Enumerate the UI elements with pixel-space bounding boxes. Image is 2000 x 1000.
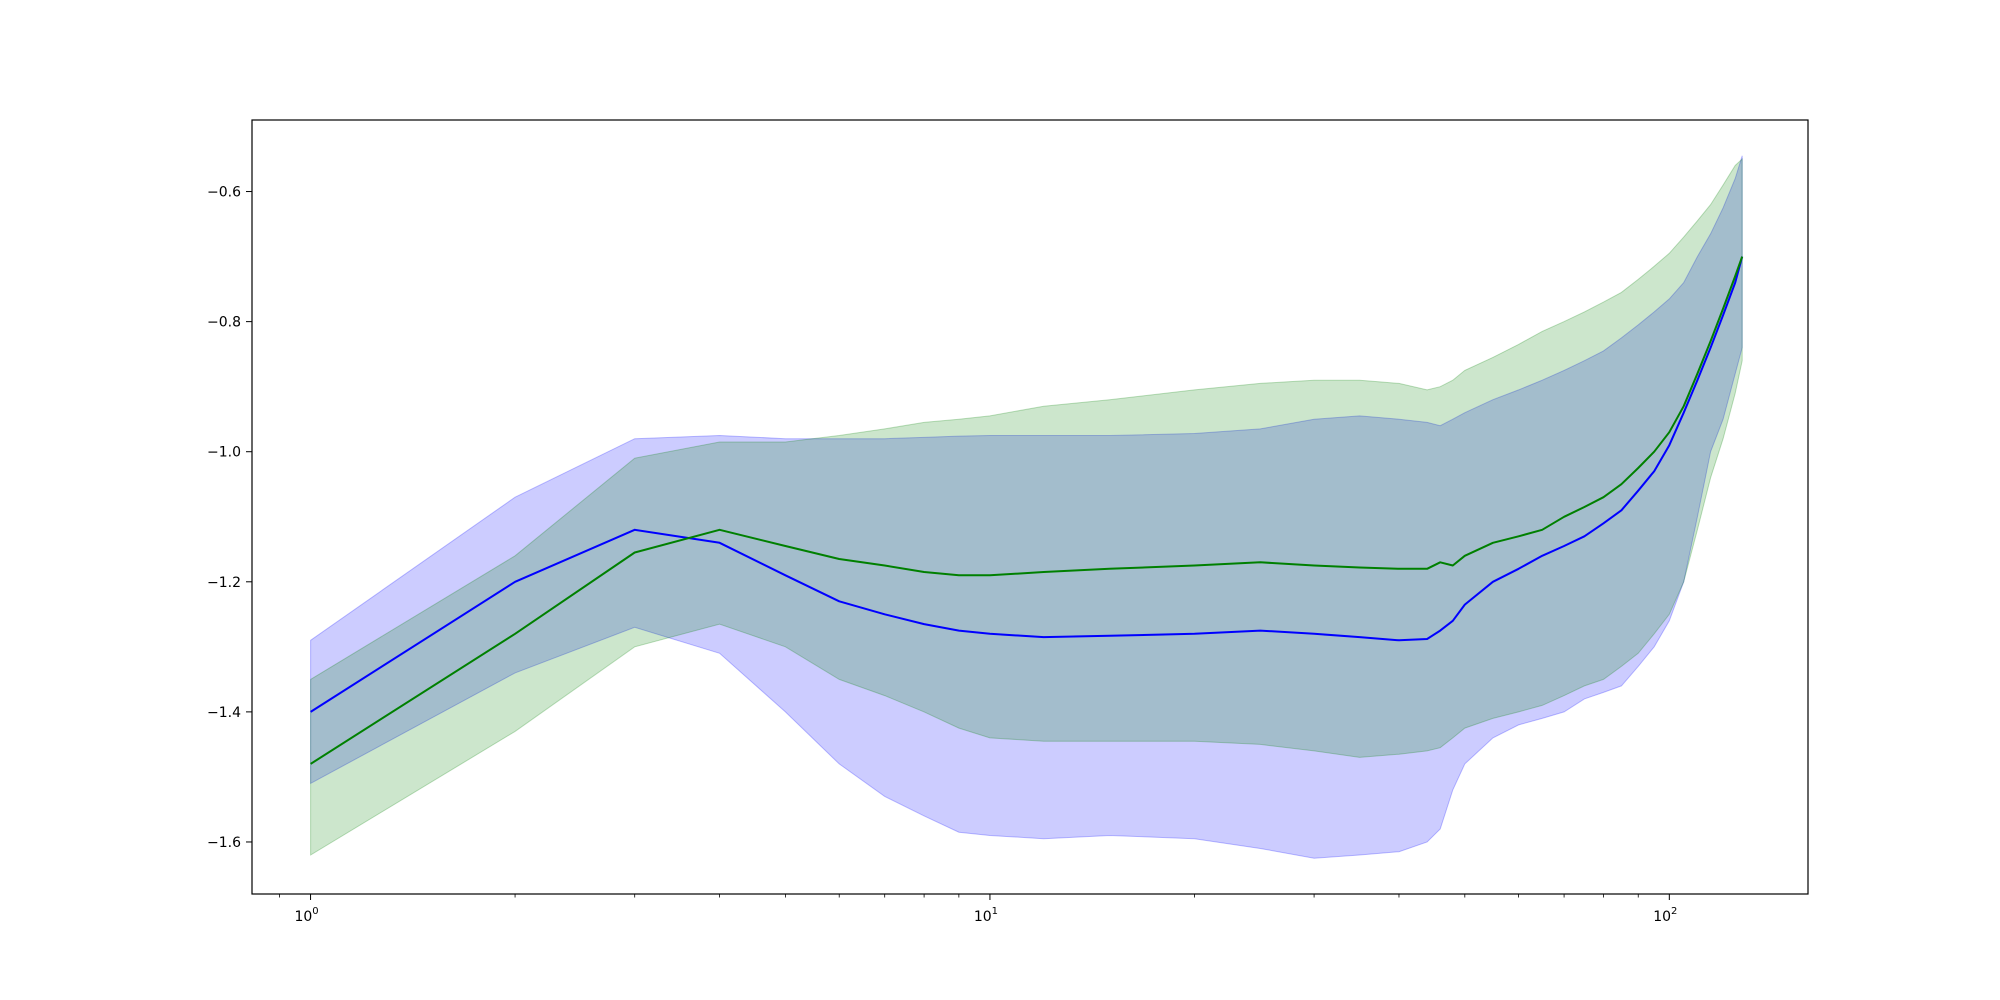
- x-axis: 100 101 102: [279, 894, 1677, 925]
- x-tick-label-exponent: 0: [312, 906, 318, 917]
- x-tick-label: 102: [1653, 906, 1677, 925]
- y-axis: −0.6 −0.8 −1.0 −1.2 −1.4 −1.6: [207, 185, 252, 851]
- series-0-line: [310, 256, 1744, 713]
- series-lines: [310, 256, 1744, 765]
- x-tick-label-exponent: 1: [992, 906, 998, 917]
- y-tick-label: −0.6: [207, 185, 241, 201]
- confidence-bands: [310, 155, 1743, 859]
- y-tick-label: −1.6: [207, 835, 241, 851]
- x-tick-label-exponent: 2: [1671, 906, 1677, 917]
- x-tick-label-base: 10: [1653, 909, 1671, 925]
- plot-frame: [251, 119, 1809, 895]
- series-0-band: [310, 155, 1743, 859]
- y-tick-label: −1.2: [207, 575, 241, 591]
- x-tick-label: 100: [294, 906, 318, 925]
- x-tick-label: 101: [974, 906, 998, 925]
- series-1-line: [310, 256, 1744, 765]
- y-tick-label: −1.4: [207, 705, 241, 721]
- y-tick-label: −1.0: [207, 445, 241, 461]
- x-tick-label-base: 10: [294, 909, 312, 925]
- y-tick-label: −0.8: [207, 315, 241, 331]
- series-1-band: [310, 157, 1743, 856]
- x-tick-label-base: 10: [974, 909, 992, 925]
